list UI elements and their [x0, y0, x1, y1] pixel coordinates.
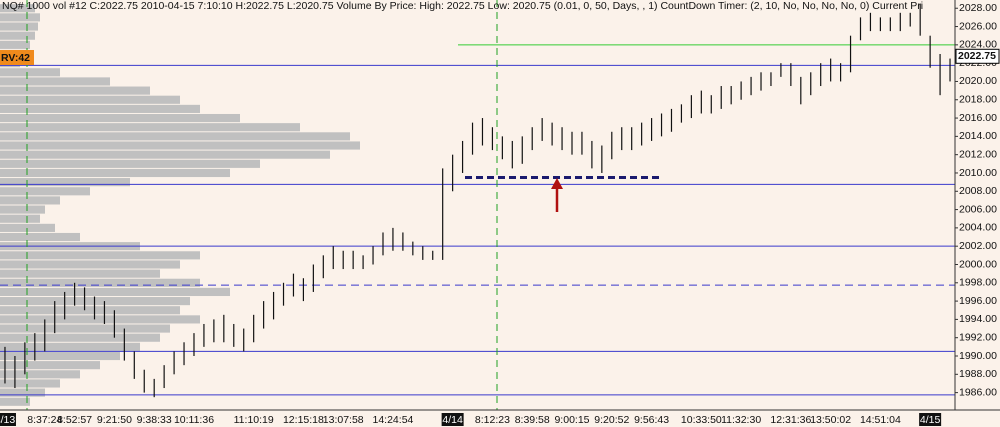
arrow-head [551, 178, 563, 189]
date-tag: 4/13 [0, 414, 15, 426]
y-tick-label: 1994.00 [959, 313, 997, 325]
volume-bar [0, 223, 55, 232]
volume-bar [0, 95, 180, 104]
x-tick-label: 9:21:50 [97, 414, 132, 426]
volume-bar [0, 187, 90, 196]
y-tick-label: 2012.00 [959, 148, 997, 160]
y-tick-label: 2008.00 [959, 185, 997, 197]
volume-bar [0, 113, 240, 123]
y-tick-label: 1986.00 [959, 386, 997, 398]
y-tick-label: 2006.00 [959, 203, 997, 215]
volume-bar [0, 77, 110, 86]
x-tick-label: 8:37:24 [27, 414, 62, 426]
x-tick-label: 14:24:54 [373, 414, 414, 426]
chart-title: NQ# 1000 vol #12 C:2022.75 2010-04-15 7:… [2, 0, 923, 12]
y-tick-label: 2024.00 [959, 39, 997, 51]
date-tag: 4/14 [442, 414, 463, 426]
y-tick-label: 1988.00 [959, 368, 997, 380]
volume-bar [0, 178, 130, 187]
volume-bar [0, 205, 45, 214]
y-tick-label: 2026.00 [959, 20, 997, 32]
volume-bar [0, 333, 160, 342]
x-tick-label: 8:52:57 [57, 414, 92, 426]
volume-bar [0, 324, 170, 333]
volume-bar [0, 68, 60, 77]
y-tick-label: 2002.00 [959, 240, 997, 252]
y-tick-label: 2016.00 [959, 112, 997, 124]
volume-bar [0, 306, 180, 315]
volume-bar [0, 388, 45, 397]
volume-bar [0, 104, 200, 113]
volume-bar [0, 278, 200, 287]
axis-panel [955, 0, 1000, 427]
y-tick-label: 2020.00 [959, 75, 997, 87]
date-tag-box [919, 413, 942, 426]
indicator-label: RV:42 [1, 52, 30, 64]
y-tick-label: 1992.00 [959, 331, 997, 343]
x-tick-label: 13:07:58 [323, 414, 364, 426]
y-tick-label: 2004.00 [959, 222, 997, 234]
volume-bar [0, 4, 35, 13]
x-tick-label: 9:56:43 [634, 414, 669, 426]
volume-bar [0, 141, 360, 150]
volume-bar [0, 132, 350, 141]
x-tick-label: 12:31:36 [770, 414, 811, 426]
volume-bar [0, 159, 260, 168]
volume-bar [0, 22, 38, 31]
x-tick-label: 14:51:04 [860, 414, 901, 426]
y-tick-label: 2010.00 [959, 167, 997, 179]
x-tick-label: 9:00:15 [554, 414, 589, 426]
volume-bar [0, 287, 230, 297]
volume-bar [0, 370, 80, 379]
date-tag: 4/15 [920, 414, 941, 426]
date-tag-box [441, 413, 464, 426]
volume-bar [0, 13, 40, 22]
y-tick-label: 2014.00 [959, 130, 997, 142]
volume-bar [0, 232, 80, 242]
volume-bar [0, 168, 230, 178]
volume-bar [0, 150, 330, 159]
date-tag-box [0, 413, 16, 426]
x-tick-label: 9:20:52 [594, 414, 629, 426]
x-tick-label: 10:11:36 [174, 414, 214, 426]
volume-bar [0, 214, 40, 223]
volume-bar [0, 260, 180, 269]
volume-bar [0, 397, 30, 406]
y-tick-label: 2018.00 [959, 94, 997, 106]
x-tick-label: 10:33:50 [681, 414, 722, 426]
indicator-box [0, 50, 34, 65]
volume-bar [0, 361, 100, 370]
x-tick-label: 8:39:58 [515, 414, 550, 426]
y-tick-label: 2028.00 [959, 2, 997, 14]
volume-bar [0, 251, 200, 260]
volume-bar [0, 196, 60, 205]
y-tick-label: 1996.00 [959, 295, 997, 307]
volume-bar [0, 351, 120, 361]
volume-bar [0, 123, 300, 132]
volume-bar [0, 31, 35, 40]
volume-bar [0, 342, 140, 351]
volume-bar [0, 86, 150, 95]
volume-bar [0, 315, 200, 324]
x-tick-label: 12:15:18 [283, 414, 324, 426]
volume-bar [0, 269, 160, 278]
x-tick-label: 8:12:23 [475, 414, 510, 426]
x-tick-label: 13:50:02 [810, 414, 851, 426]
current-price-box [955, 48, 1000, 64]
y-tick-label: 2000.00 [959, 258, 997, 270]
volume-bar [0, 40, 30, 49]
x-tick-label: 11:10:19 [234, 414, 274, 426]
x-tick-label: 11:32:30 [721, 414, 761, 426]
y-tick-label: 1998.00 [959, 277, 997, 289]
current-price-label: 2022.75 [958, 50, 996, 62]
volume-bar [0, 379, 60, 388]
y-tick-label: 1990.00 [959, 350, 997, 362]
x-tick-label: 9:38:33 [137, 414, 172, 426]
